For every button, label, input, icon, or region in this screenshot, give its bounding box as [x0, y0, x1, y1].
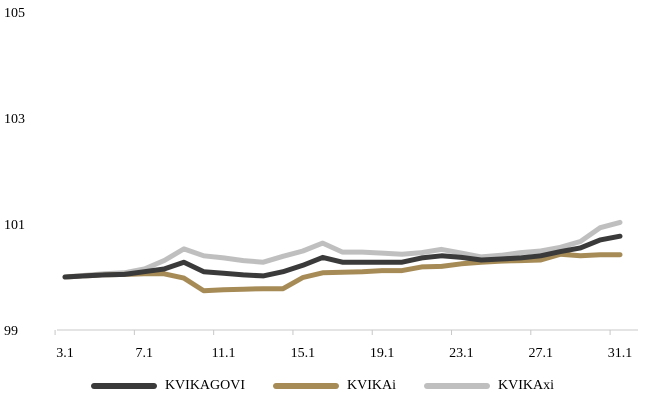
legend-swatch [90, 383, 157, 389]
series-line-kvikaxi [62, 219, 623, 280]
legend-item: KVIKAGOVI [90, 378, 246, 394]
x-tick-label: 31.1 [608, 346, 633, 361]
legend-item: KVIKAxi [424, 378, 554, 394]
x-tick-label: 7.1 [136, 346, 154, 361]
line-chart: 99 101 103 105 3.1 7.1 11.1 15.1 19.1 23.1 27.1 31… [4, 6, 638, 361]
legend-item: KVIKAi [273, 378, 396, 394]
legend-swatch [424, 383, 491, 389]
x-axis-tick-marks [54, 330, 611, 335]
legend: KVIKAGOVI KVIKAi KVIKAxi [0, 374, 645, 398]
x-tick-label: 11.1 [212, 346, 236, 361]
series-line-kvikai [62, 251, 623, 294]
y-tick-label: 99 [4, 324, 18, 339]
y-tick-label: 101 [4, 218, 25, 233]
y-tick-label: 103 [4, 112, 25, 127]
x-tick-label: 3.1 [56, 346, 74, 361]
series-lines [62, 219, 623, 294]
x-axis-ticks: 3.1 7.1 11.1 15.1 19.1 23.1 27.1 31.1 [56, 346, 632, 361]
legend-label: KVIKAGOVI [164, 378, 246, 393]
x-tick-label: 27.1 [528, 346, 553, 361]
legend-label: KVIKAi [347, 378, 397, 393]
y-tick-label: 105 [4, 6, 25, 21]
x-tick-label: 23.1 [449, 346, 474, 361]
legend-swatch [273, 383, 340, 389]
x-tick-label: 15.1 [291, 346, 316, 361]
series-line-kvikagovi [62, 233, 623, 280]
x-tick-label: 19.1 [370, 346, 395, 361]
legend-label: KVIKAxi [498, 378, 555, 393]
y-axis-ticks: 99 101 103 105 [4, 6, 25, 339]
